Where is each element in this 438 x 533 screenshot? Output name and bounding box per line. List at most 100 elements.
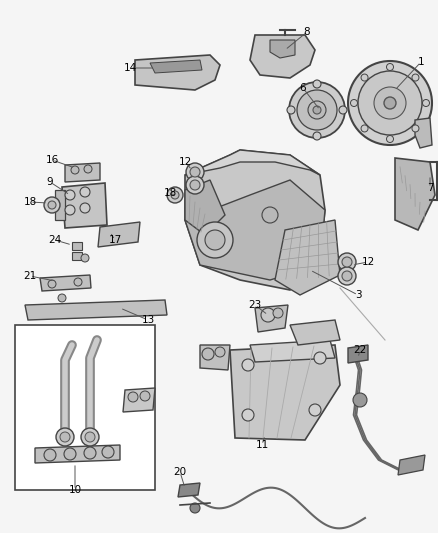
Circle shape <box>348 61 432 145</box>
Circle shape <box>102 446 114 458</box>
Polygon shape <box>275 220 340 295</box>
Circle shape <box>186 163 204 181</box>
Circle shape <box>80 203 90 213</box>
Polygon shape <box>178 483 200 497</box>
Polygon shape <box>65 163 100 182</box>
Text: 6: 6 <box>300 83 306 93</box>
Text: 20: 20 <box>173 467 187 477</box>
Text: 11: 11 <box>255 440 268 450</box>
Circle shape <box>289 82 345 138</box>
Circle shape <box>313 132 321 140</box>
Text: 8: 8 <box>304 27 310 37</box>
Circle shape <box>167 187 183 203</box>
Circle shape <box>60 432 70 442</box>
Circle shape <box>197 222 233 258</box>
Circle shape <box>423 100 430 107</box>
Text: 13: 13 <box>141 315 155 325</box>
Polygon shape <box>415 118 432 148</box>
Text: 14: 14 <box>124 63 137 73</box>
Polygon shape <box>270 40 295 58</box>
Circle shape <box>273 308 283 318</box>
Text: 21: 21 <box>23 271 37 281</box>
Polygon shape <box>398 455 425 475</box>
Text: 17: 17 <box>108 235 122 245</box>
Text: 18: 18 <box>23 197 37 207</box>
Polygon shape <box>250 340 335 362</box>
Circle shape <box>386 63 393 70</box>
Circle shape <box>350 100 357 107</box>
Circle shape <box>338 267 356 285</box>
Circle shape <box>374 87 406 119</box>
Polygon shape <box>135 55 220 90</box>
Circle shape <box>81 428 99 446</box>
Circle shape <box>353 393 367 407</box>
Circle shape <box>58 294 66 302</box>
Text: 10: 10 <box>68 485 81 495</box>
Circle shape <box>313 80 321 88</box>
Circle shape <box>71 166 79 174</box>
Text: 23: 23 <box>248 300 261 310</box>
Circle shape <box>342 257 352 267</box>
Text: 12: 12 <box>178 157 192 167</box>
Text: 12: 12 <box>361 257 374 267</box>
Circle shape <box>412 125 419 132</box>
Text: 18: 18 <box>163 188 177 198</box>
Circle shape <box>297 90 337 130</box>
Circle shape <box>48 201 56 209</box>
Circle shape <box>361 125 368 132</box>
Polygon shape <box>150 60 202 73</box>
Text: 22: 22 <box>353 345 367 355</box>
Circle shape <box>128 392 138 402</box>
Text: 7: 7 <box>427 183 433 193</box>
Circle shape <box>85 432 95 442</box>
Circle shape <box>308 101 326 119</box>
Circle shape <box>171 191 179 199</box>
Circle shape <box>56 428 74 446</box>
Polygon shape <box>25 300 167 320</box>
Circle shape <box>65 205 75 215</box>
Circle shape <box>339 106 347 114</box>
Text: 9: 9 <box>47 177 53 187</box>
Circle shape <box>313 106 321 114</box>
Circle shape <box>358 71 422 135</box>
Polygon shape <box>98 222 140 247</box>
Circle shape <box>44 197 60 213</box>
Circle shape <box>81 254 89 262</box>
Circle shape <box>386 135 393 142</box>
Polygon shape <box>40 275 91 291</box>
Circle shape <box>384 97 396 109</box>
Circle shape <box>190 503 200 513</box>
Circle shape <box>309 404 321 416</box>
Circle shape <box>190 167 200 177</box>
Circle shape <box>65 190 75 200</box>
Polygon shape <box>185 150 320 175</box>
Text: 3: 3 <box>355 290 361 300</box>
Polygon shape <box>200 345 230 370</box>
Circle shape <box>44 449 56 461</box>
Text: 24: 24 <box>48 235 62 245</box>
Circle shape <box>361 74 368 81</box>
Circle shape <box>80 187 90 197</box>
Circle shape <box>74 278 82 286</box>
Circle shape <box>202 348 214 360</box>
Polygon shape <box>123 388 155 412</box>
Polygon shape <box>230 345 340 440</box>
Polygon shape <box>395 158 435 230</box>
Polygon shape <box>55 190 65 220</box>
FancyBboxPatch shape <box>15 325 155 490</box>
Circle shape <box>186 176 204 194</box>
Polygon shape <box>290 320 340 345</box>
Polygon shape <box>185 180 325 280</box>
Polygon shape <box>185 150 325 290</box>
Polygon shape <box>255 305 288 332</box>
Circle shape <box>342 271 352 281</box>
Circle shape <box>190 180 200 190</box>
Circle shape <box>215 347 225 357</box>
Circle shape <box>64 448 76 460</box>
Text: 16: 16 <box>46 155 59 165</box>
Circle shape <box>412 74 419 81</box>
Polygon shape <box>185 180 225 235</box>
Polygon shape <box>62 183 107 228</box>
Polygon shape <box>348 345 368 363</box>
Circle shape <box>48 280 56 288</box>
